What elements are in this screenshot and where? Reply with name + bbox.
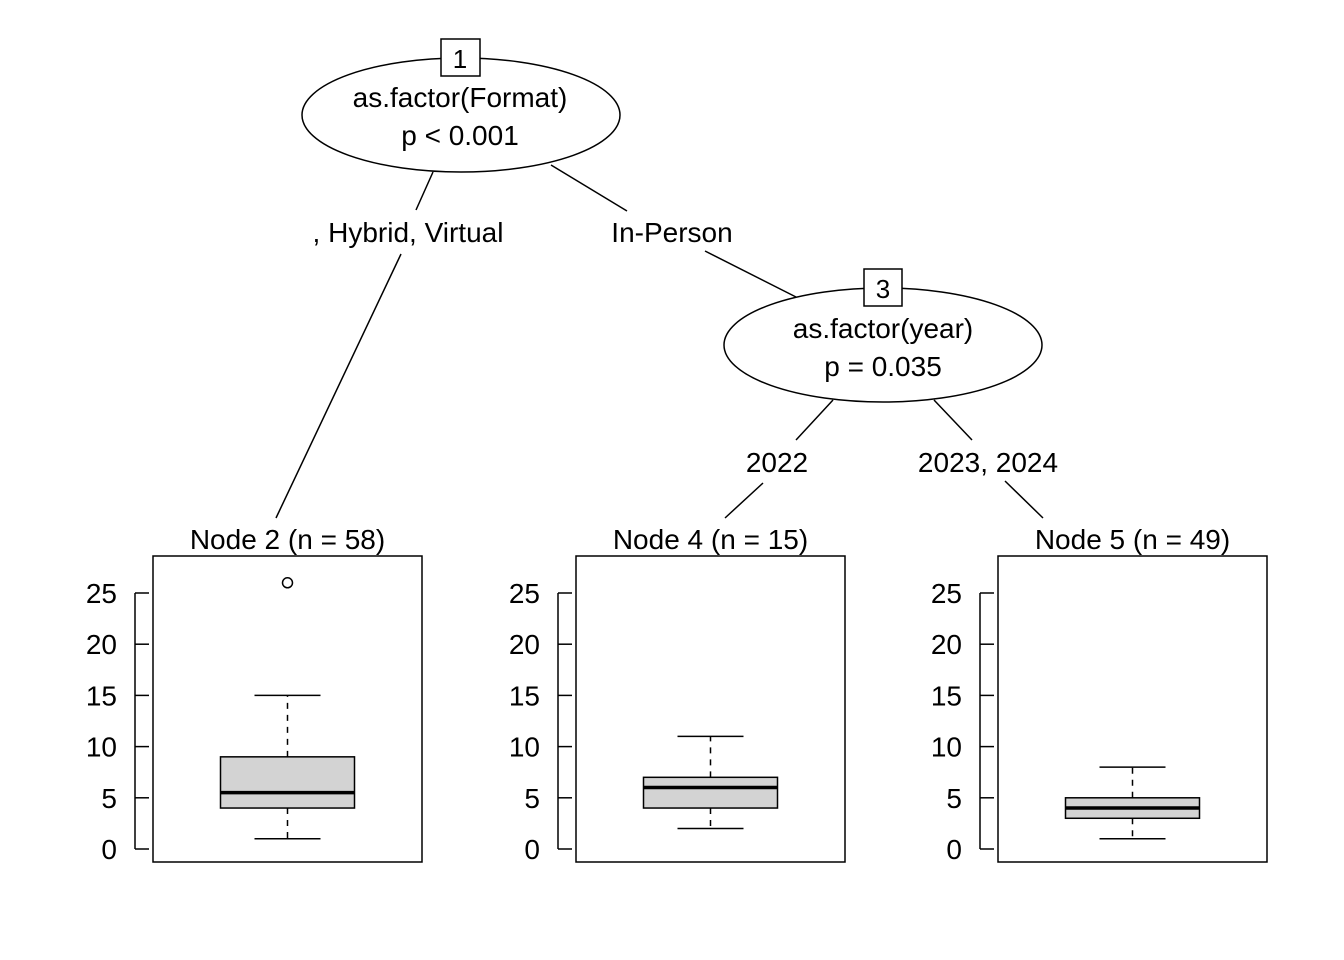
node-id-label: 3 bbox=[876, 274, 890, 304]
edge-label-3-4: 2022 bbox=[746, 447, 808, 478]
outlier-point bbox=[281, 577, 294, 589]
split-pvalue-label: p < 0.001 bbox=[401, 120, 519, 151]
y-tick-label: 15 bbox=[86, 680, 117, 711]
node-id-box bbox=[863, 268, 903, 307]
edge-1-2-lower bbox=[275, 253, 402, 519]
split-node-1: 1 as.factor(Format) p < 0.001 bbox=[301, 38, 621, 173]
y-tick-label: 15 bbox=[509, 680, 540, 711]
leaf-title: Node 5 (n = 49) bbox=[1035, 524, 1230, 555]
split-pvalue-label: p = 0.035 bbox=[824, 351, 942, 382]
box-iqr bbox=[642, 776, 779, 809]
y-tick-label: 10 bbox=[86, 732, 117, 763]
edge-label-1-3: In-Person bbox=[611, 217, 732, 248]
y-tick-label: 20 bbox=[931, 629, 962, 660]
leaf-title: Node 2 (n = 58) bbox=[190, 524, 385, 555]
split-variable-label: as.factor(Format) bbox=[353, 82, 568, 113]
y-tick-label: 0 bbox=[524, 834, 540, 865]
y-tick-label: 25 bbox=[86, 578, 117, 609]
edges bbox=[275, 164, 1044, 519]
leaf-node-2: Node 2 (n = 58) 0 5 10 15 20 25 bbox=[86, 524, 423, 865]
y-tick-label: 0 bbox=[946, 834, 962, 865]
edge-3-5-upper bbox=[933, 399, 973, 441]
y-tick-label: 20 bbox=[86, 629, 117, 660]
edge-1-2-upper bbox=[415, 171, 434, 211]
edge-1-3-upper bbox=[550, 164, 628, 212]
leaf-panel-frame bbox=[575, 555, 846, 863]
edge-3-4-upper bbox=[795, 399, 834, 441]
leaf-panel-frame bbox=[152, 555, 423, 863]
y-tick-label: 15 bbox=[931, 680, 962, 711]
y-tick-label: 25 bbox=[509, 578, 540, 609]
split-variable-label: as.factor(year) bbox=[793, 313, 974, 344]
split-node-3: 3 as.factor(year) p = 0.035 bbox=[723, 268, 1043, 403]
edge-3-5-lower bbox=[1004, 480, 1044, 519]
y-tick-label: 10 bbox=[509, 732, 540, 763]
y-tick-label: 0 bbox=[101, 834, 117, 865]
edge-label-1-2: , Hybrid, Virtual bbox=[313, 217, 504, 248]
y-tick-label: 10 bbox=[931, 732, 962, 763]
node-id-box bbox=[440, 38, 481, 77]
y-tick-label: 25 bbox=[931, 578, 962, 609]
y-tick-label: 5 bbox=[946, 783, 962, 814]
y-tick-label: 20 bbox=[509, 629, 540, 660]
node-id-label: 1 bbox=[453, 44, 467, 74]
edge-1-3-lower bbox=[704, 250, 797, 298]
box-iqr bbox=[219, 756, 356, 809]
leaf-node-4: Node 4 (n = 15) 0 5 10 15 20 25 bbox=[509, 524, 846, 865]
leaf-title: Node 4 (n = 15) bbox=[613, 524, 808, 555]
edge-3-4-lower bbox=[724, 482, 764, 519]
y-tick-label: 5 bbox=[524, 783, 540, 814]
leaf-node-5: Node 5 (n = 49) 0 5 10 15 20 25 bbox=[931, 524, 1268, 865]
edge-label-3-5: 2023, 2024 bbox=[918, 447, 1058, 478]
y-tick-label: 5 bbox=[101, 783, 117, 814]
